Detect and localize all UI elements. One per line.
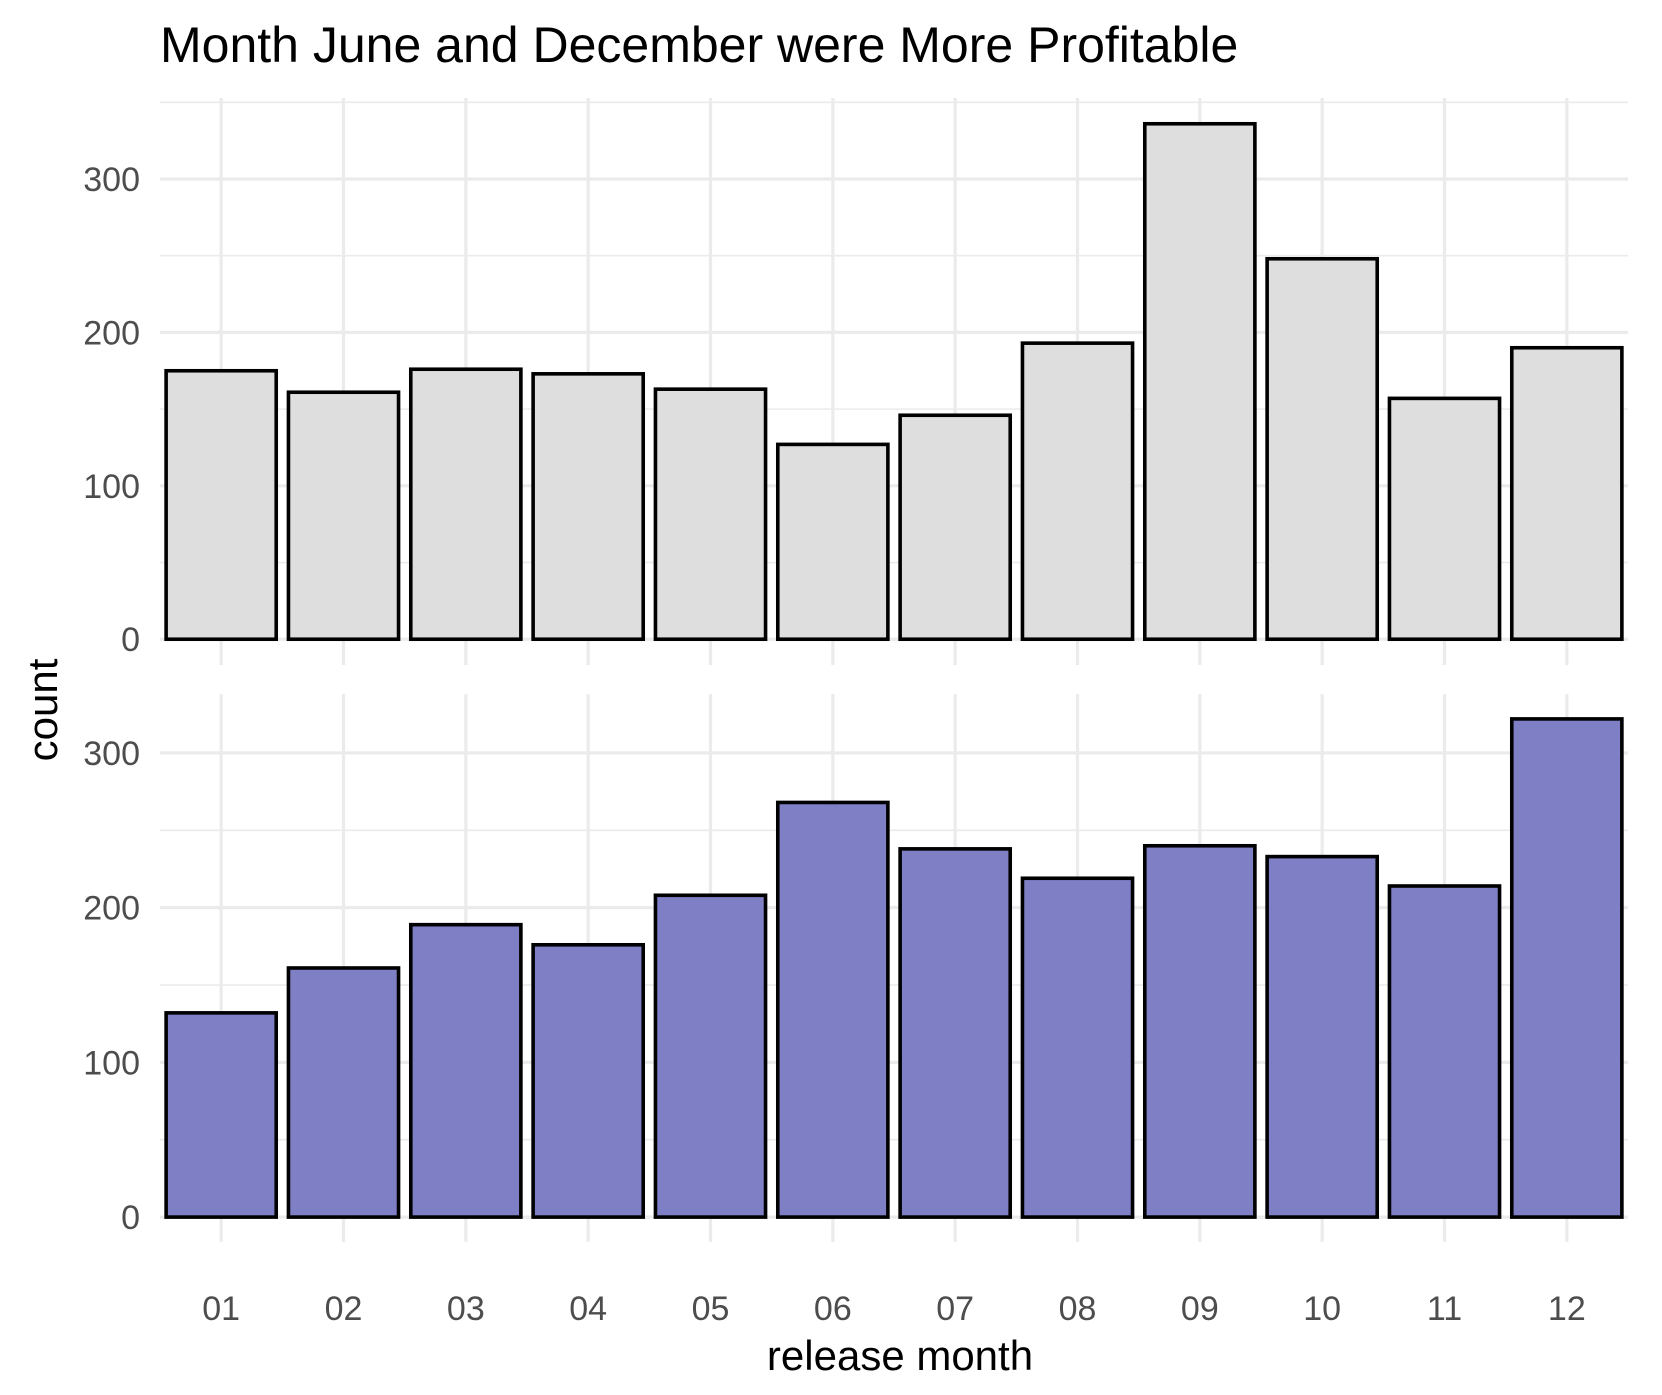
x-axis-title: release month (767, 1332, 1033, 1379)
x-tick-label: 07 (936, 1290, 974, 1328)
bar-01 (164, 1011, 279, 1219)
y-tick-label: 300 (83, 735, 140, 773)
x-tick-label: 08 (1059, 1290, 1097, 1328)
bar-07 (898, 847, 1013, 1219)
x-tick-label: 04 (569, 1290, 607, 1328)
x-tick-label: 09 (1181, 1290, 1219, 1328)
bar-08 (1020, 876, 1135, 1219)
y-tick-label: 0 (121, 1199, 140, 1237)
x-tick-label: 03 (447, 1290, 485, 1328)
x-tick-label: 05 (692, 1290, 730, 1328)
bar-05 (653, 387, 768, 642)
y-tick-label: 200 (83, 314, 140, 352)
x-tick-label: 10 (1303, 1290, 1341, 1328)
panels: 0 100 200 300 0 100 200 300 (83, 98, 1628, 1242)
bar-12 (1509, 717, 1624, 1219)
bar-10 (1265, 854, 1380, 1219)
bar-06 (775, 442, 890, 642)
bar-03 (408, 367, 523, 642)
x-axis-ticks: 01 02 03 04 05 06 07 08 09 10 11 12 (202, 1290, 1585, 1328)
bar-04 (531, 942, 646, 1219)
bar-11 (1387, 396, 1502, 642)
bar-11 (1387, 884, 1502, 1219)
bar-07 (898, 413, 1013, 642)
x-tick-label: 11 (1427, 1290, 1462, 1328)
y-axis-title: count (19, 658, 66, 761)
bar-02 (286, 966, 401, 1219)
bar-05 (653, 893, 768, 1219)
bar-04 (531, 372, 646, 642)
y-tick-label: 0 (121, 621, 140, 659)
y-tick-label: 200 (83, 890, 140, 928)
bar-09 (1142, 843, 1257, 1219)
bar-06 (775, 800, 890, 1219)
bar-12 (1509, 345, 1624, 642)
bar-03 (408, 922, 523, 1219)
panel-1: 0 100 200 300 (83, 98, 1628, 665)
y-tick-label: 100 (83, 468, 140, 506)
x-tick-label: 06 (814, 1290, 852, 1328)
y-tick-label: 100 (83, 1044, 140, 1082)
x-tick-label: 12 (1548, 1290, 1586, 1328)
bar-09 (1142, 121, 1257, 642)
chart-title: Month June and December were More Profit… (160, 17, 1238, 73)
bar-02 (286, 390, 401, 642)
x-tick-label: 02 (325, 1290, 363, 1328)
panel-2: 0 100 200 300 (83, 694, 1628, 1242)
x-tick-label: 01 (202, 1290, 240, 1328)
y-tick-label: 300 (83, 161, 140, 199)
bar-10 (1265, 256, 1380, 642)
bar-08 (1020, 341, 1135, 642)
bar-01 (164, 368, 279, 642)
